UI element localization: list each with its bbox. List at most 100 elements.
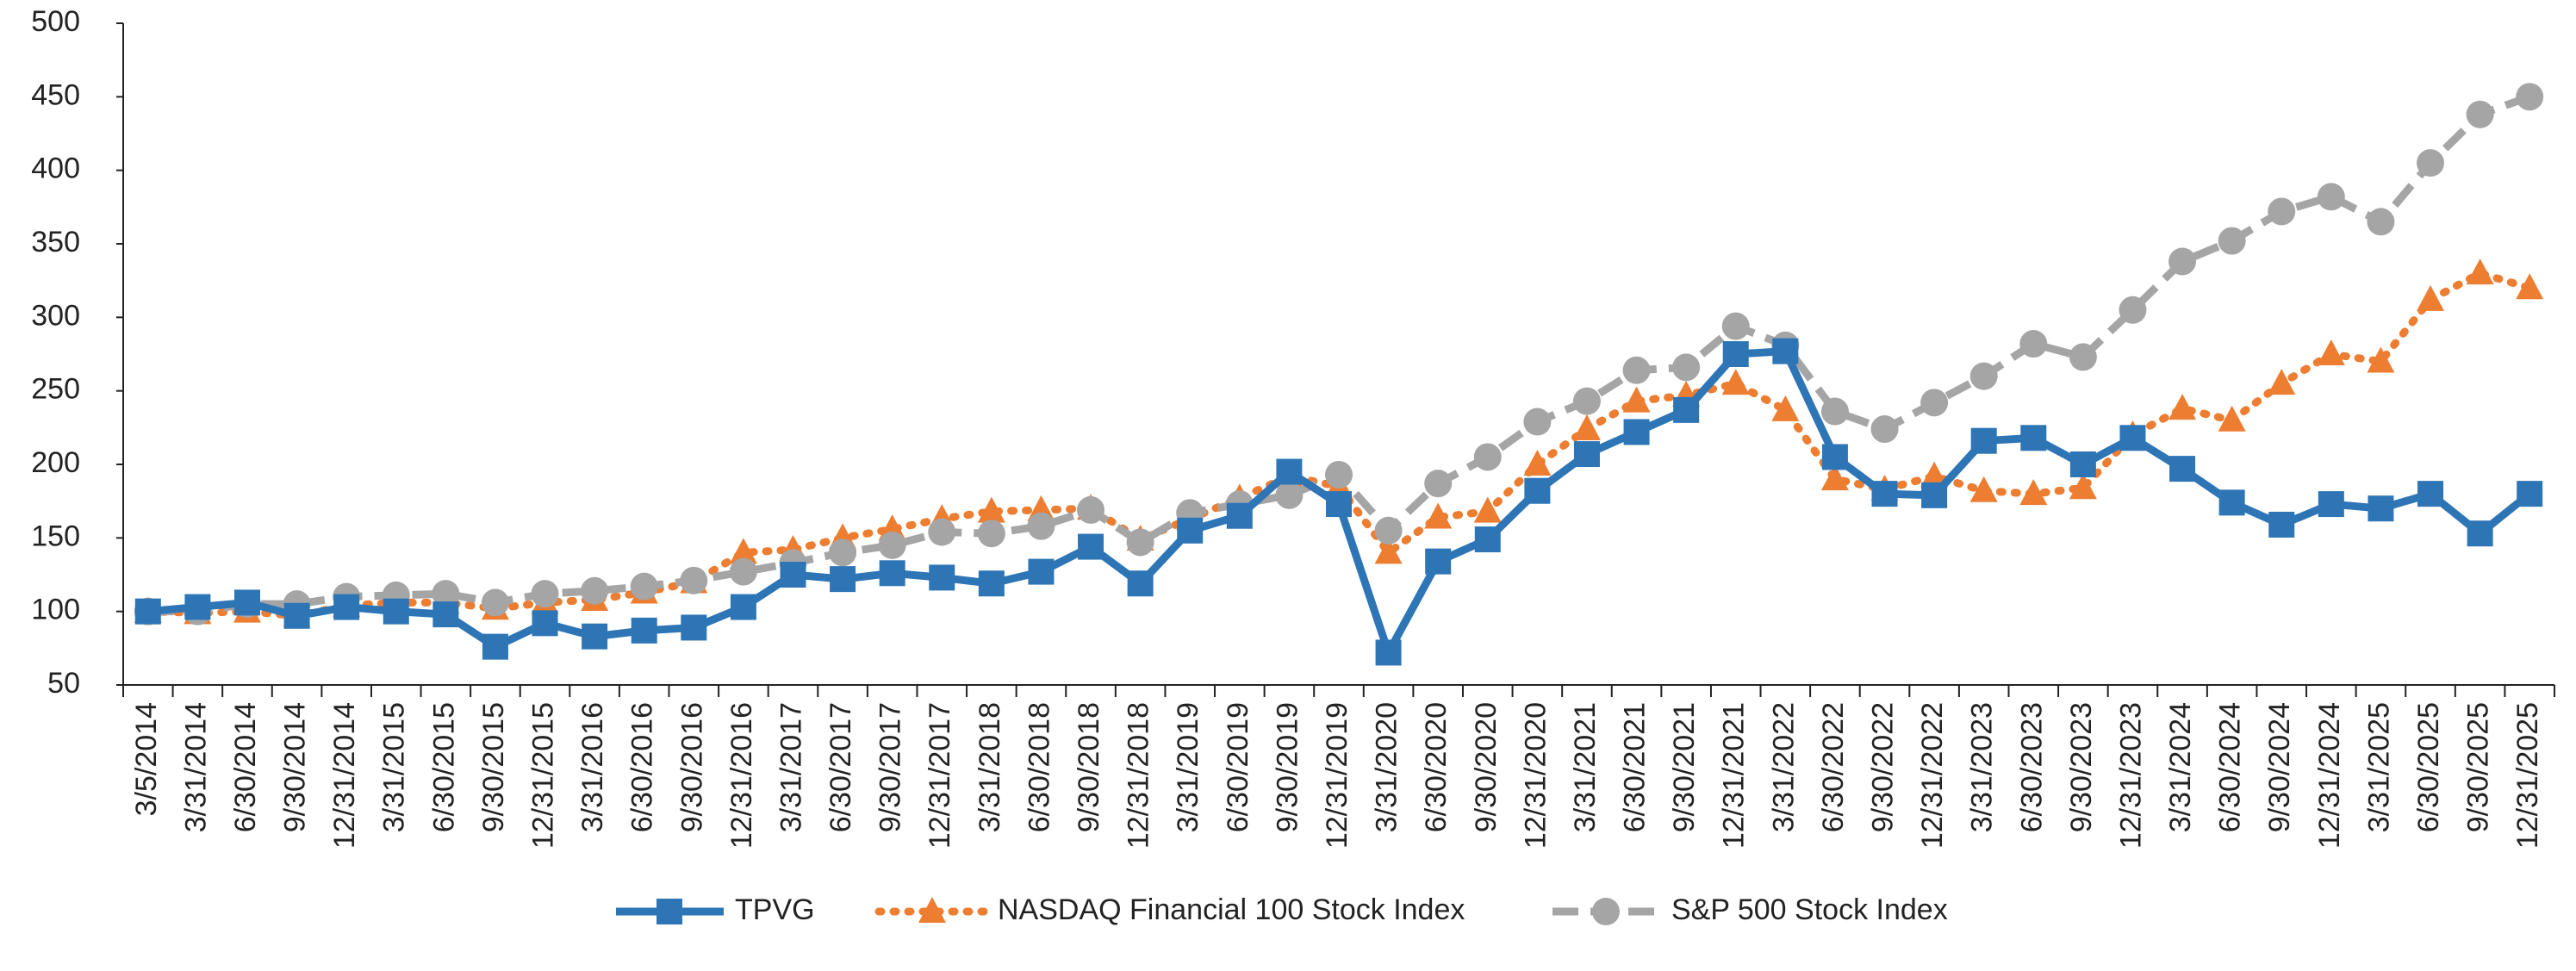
- marker: [1424, 502, 1453, 529]
- marker: [1375, 639, 1402, 666]
- y-tick-label: 150: [31, 520, 80, 552]
- marker: [2169, 456, 2196, 482]
- marker: [1721, 312, 1750, 340]
- marker: [1672, 353, 1701, 382]
- marker: [1127, 570, 1154, 597]
- marker: [2268, 511, 2295, 538]
- marker: [184, 594, 211, 620]
- marker: [1474, 526, 1501, 553]
- series: [134, 83, 2544, 626]
- marker: [2516, 273, 2544, 300]
- x-tick-label: 9/30/2022: [1866, 702, 1899, 832]
- marker: [432, 601, 459, 628]
- marker: [1673, 396, 1700, 423]
- x-tick-label: 3/31/2016: [576, 702, 609, 832]
- x-tick-label: 12/31/2022: [1916, 702, 1949, 849]
- x-tick-label: 3/31/2024: [2164, 702, 2197, 832]
- marker: [233, 589, 260, 616]
- marker: [2517, 481, 2543, 507]
- marker: [680, 566, 708, 594]
- x-tick-label: 6/30/2024: [2214, 702, 2247, 832]
- marker: [2317, 339, 2345, 365]
- x-tick-label: 6/30/2023: [2015, 702, 2048, 832]
- marker: [1473, 443, 1502, 471]
- marker: [2417, 284, 2445, 311]
- x-tick-label: 12/31/2015: [527, 702, 560, 849]
- legend-marker: [918, 897, 946, 923]
- marker: [2367, 346, 2395, 373]
- x-tick-label: 9/30/2014: [279, 702, 312, 832]
- marker: [482, 633, 508, 660]
- marker: [2467, 520, 2493, 547]
- marker: [978, 570, 1005, 597]
- marker: [1920, 461, 1949, 488]
- marker: [1078, 533, 1104, 560]
- x-tick-label: 3/31/2021: [1569, 702, 1602, 832]
- marker: [780, 562, 806, 588]
- x-tick-label: 6/30/2015: [427, 702, 460, 832]
- x-tick-label: 12/31/2020: [1519, 702, 1552, 849]
- x-tick-label: 6/30/2021: [1619, 702, 1652, 832]
- x-tick-label: 9/30/2018: [1073, 702, 1105, 832]
- marker: [1970, 427, 1997, 454]
- x-tick-label: 12/31/2025: [2511, 702, 2544, 849]
- marker: [1374, 538, 1403, 564]
- marker: [1871, 481, 1898, 507]
- x-tick-label: 9/30/2017: [874, 702, 907, 832]
- marker: [1771, 395, 1800, 421]
- marker: [829, 538, 857, 567]
- marker: [2019, 330, 2048, 358]
- marker: [1177, 517, 1204, 544]
- marker: [2318, 491, 2344, 518]
- marker: [2368, 495, 2394, 522]
- x-tick-label: 9/30/2015: [477, 702, 510, 832]
- marker: [2218, 405, 2246, 432]
- marker: [1425, 548, 1452, 575]
- marker: [1126, 528, 1154, 557]
- series-line: [144, 269, 2534, 620]
- x-tick-label: 12/31/2014: [328, 702, 361, 849]
- marker: [2069, 343, 2097, 371]
- marker: [729, 557, 757, 586]
- y-tick-label: 500: [31, 5, 80, 38]
- y-tick-label: 300: [31, 299, 80, 332]
- marker: [582, 623, 608, 650]
- marker: [1921, 482, 1948, 508]
- x-tick-label: 6/30/2018: [1023, 702, 1055, 832]
- marker: [1623, 419, 1650, 445]
- marker: [134, 598, 161, 625]
- marker: [283, 602, 310, 629]
- y-tick-label: 100: [31, 594, 80, 626]
- marker: [1473, 496, 1502, 523]
- marker: [1424, 470, 1453, 498]
- marker: [2020, 425, 2047, 451]
- x-tick-label: 12/31/2019: [1321, 702, 1353, 849]
- x-tick-label: 6/30/2014: [229, 702, 262, 832]
- x-tick-label: 6/30/2016: [626, 702, 659, 832]
- marker: [630, 572, 658, 601]
- marker: [383, 598, 409, 625]
- marker: [333, 594, 360, 620]
- x-tick-label: 9/30/2023: [2065, 702, 2098, 832]
- x-tick-label: 6/30/2025: [2412, 702, 2445, 832]
- x-tick-label: 12/31/2016: [725, 702, 758, 849]
- marker: [878, 531, 906, 559]
- marker: [2218, 227, 2246, 255]
- marker: [1572, 387, 1601, 415]
- marker: [432, 580, 460, 608]
- x-tick-label: 6/30/2022: [1817, 702, 1850, 832]
- y-tick-label: 50: [47, 667, 80, 700]
- x-tick-label: 9/30/2019: [1271, 702, 1304, 832]
- marker: [2168, 247, 2197, 276]
- marker: [2069, 473, 2097, 500]
- marker: [2268, 369, 2296, 395]
- marker: [1077, 495, 1105, 524]
- x-tick-label: 3/31/2017: [775, 702, 807, 832]
- x-tick-label: 9/30/2024: [2263, 702, 2296, 832]
- x-tick-label: 3/31/2023: [1966, 702, 1999, 832]
- x-tick-label: 9/30/2021: [1668, 702, 1701, 832]
- marker: [929, 564, 955, 591]
- marker: [1523, 450, 1552, 476]
- x-tick-label: 6/30/2020: [1420, 702, 1453, 832]
